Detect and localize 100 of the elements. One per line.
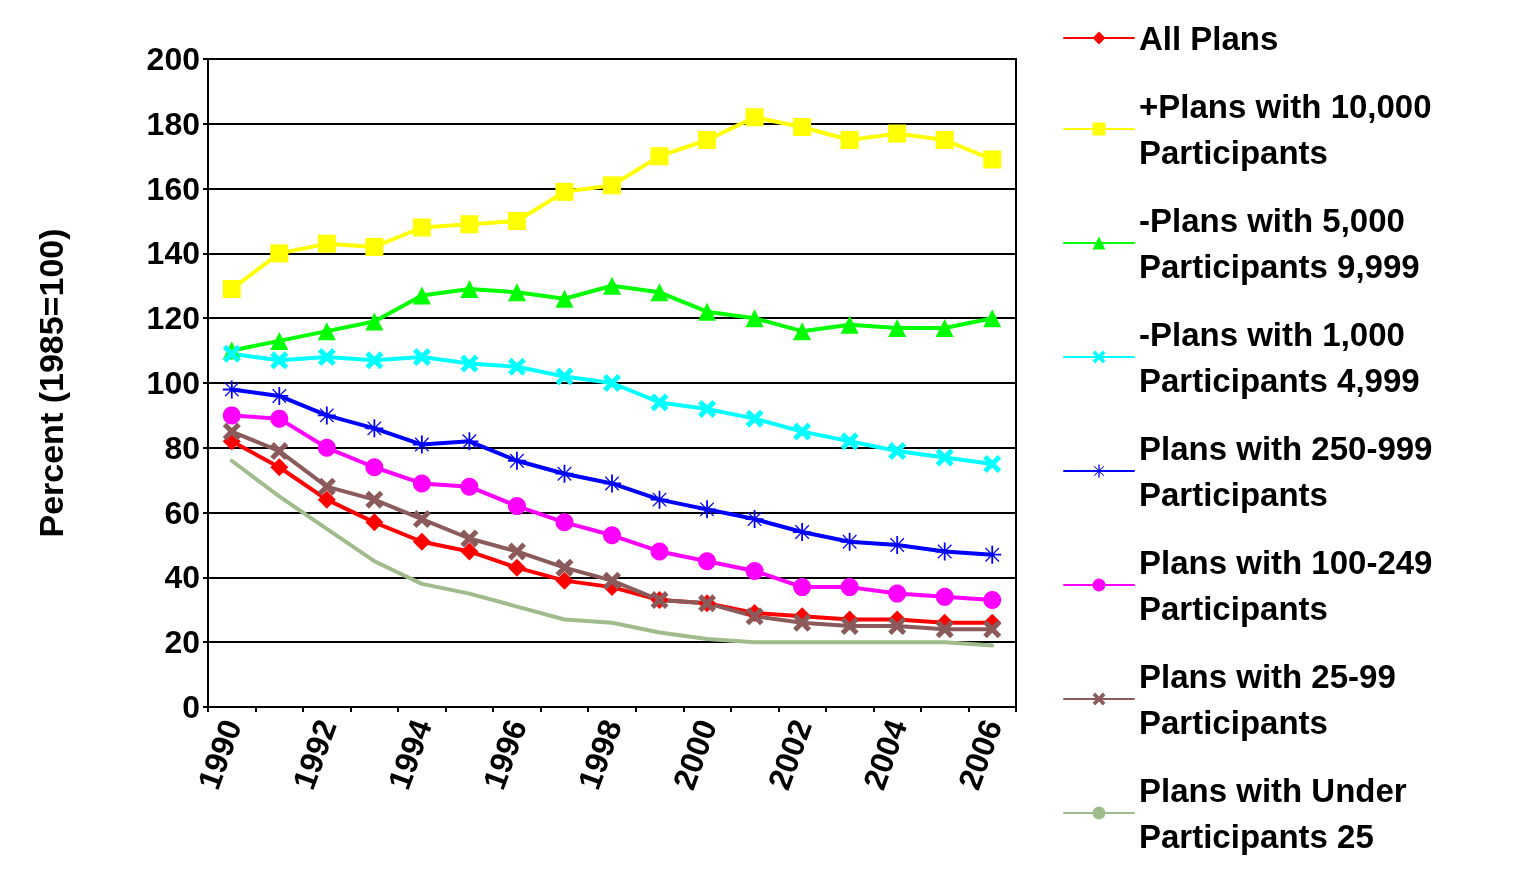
point <box>365 419 384 438</box>
point <box>222 280 241 299</box>
point <box>365 312 384 331</box>
point <box>412 218 431 237</box>
y-tick-label: 120 <box>146 300 200 337</box>
point <box>935 587 954 606</box>
point <box>555 182 574 201</box>
point <box>460 477 479 496</box>
y-tick-label: 200 <box>146 41 200 77</box>
point <box>888 124 907 143</box>
point <box>840 432 859 451</box>
legend-label: All Plans <box>1139 19 1279 57</box>
x-tick-label: 2006 <box>950 714 1010 795</box>
point <box>840 532 859 551</box>
point <box>745 309 764 328</box>
legend-label: Plans with 100-249 Participants <box>1139 543 1442 627</box>
point <box>507 497 526 516</box>
y-axis-title: Percent (1985=100) <box>32 228 70 538</box>
point <box>555 464 574 483</box>
point <box>603 176 621 195</box>
point <box>412 435 431 454</box>
point <box>983 620 1002 639</box>
y-tick-label: 140 <box>146 235 200 272</box>
point <box>603 474 621 493</box>
x-tick-label: 1998 <box>570 714 629 795</box>
point <box>507 357 526 376</box>
point <box>745 510 764 529</box>
point <box>507 451 526 470</box>
x-tick-label: 2004 <box>855 714 915 795</box>
x-tick-label: 2000 <box>665 714 724 795</box>
point <box>222 406 241 425</box>
point <box>507 212 526 230</box>
point <box>840 131 859 149</box>
point <box>460 215 479 234</box>
point <box>698 131 717 149</box>
x-tick-label: 1996 <box>475 714 534 795</box>
point <box>793 613 812 632</box>
point <box>983 309 1002 328</box>
point <box>793 422 812 441</box>
legend-label: -Plans with 1,000 Participants 4,999 <box>1139 315 1420 399</box>
point <box>793 118 812 137</box>
point <box>365 351 384 370</box>
point <box>412 532 431 551</box>
point <box>650 490 669 509</box>
point <box>365 490 384 509</box>
point <box>365 458 384 477</box>
legend-label: +Plans with 10,000 Participants <box>1139 87 1441 171</box>
point <box>650 542 669 561</box>
point <box>365 513 384 532</box>
point <box>270 351 289 370</box>
line-series <box>229 458 995 648</box>
point <box>698 500 717 519</box>
point <box>555 513 574 532</box>
point <box>840 315 859 334</box>
point <box>555 558 574 577</box>
point <box>270 442 289 461</box>
point <box>745 108 764 127</box>
point <box>650 283 669 302</box>
point <box>317 322 336 341</box>
point <box>650 393 669 412</box>
point <box>412 348 431 367</box>
point <box>983 545 1002 564</box>
y-tick-label: 180 <box>146 105 200 142</box>
point <box>698 399 717 418</box>
point <box>555 571 574 590</box>
point <box>983 150 1002 169</box>
point <box>317 406 336 425</box>
point <box>603 276 621 295</box>
point <box>270 409 289 428</box>
point <box>317 490 336 509</box>
point <box>888 442 907 461</box>
point <box>270 244 289 263</box>
y-tick-label: 40 <box>164 559 200 596</box>
y-tick-label: 100 <box>146 365 200 401</box>
point <box>317 438 336 457</box>
y-tick-label: 0 <box>182 689 200 725</box>
x-tick-label: 2002 <box>760 714 820 795</box>
x-tick-label: 1992 <box>285 714 344 795</box>
point <box>745 561 764 580</box>
point <box>935 542 954 561</box>
point <box>555 289 574 308</box>
point <box>460 529 479 548</box>
point <box>840 617 859 635</box>
point <box>983 455 1002 473</box>
point <box>698 552 717 571</box>
point <box>365 237 384 256</box>
point <box>460 542 479 561</box>
point <box>745 409 764 428</box>
point <box>793 578 812 597</box>
point <box>698 302 717 321</box>
point <box>270 386 289 405</box>
point <box>222 422 241 441</box>
point <box>270 331 289 350</box>
point <box>983 591 1002 610</box>
point <box>840 578 859 597</box>
y-tick-label: 60 <box>164 494 200 531</box>
point <box>935 448 954 467</box>
x-tick-label: 1994 <box>380 714 439 795</box>
point <box>650 147 669 166</box>
point <box>935 318 954 337</box>
